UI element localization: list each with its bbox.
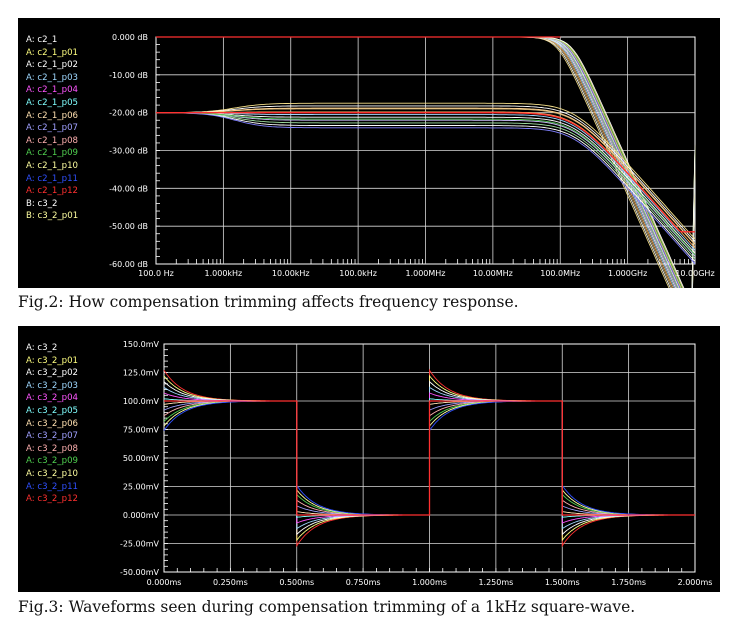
legend-item: A: c2_1_p07	[26, 123, 78, 134]
legend-item: A: c2_1_p02	[26, 60, 78, 71]
plateau-trace	[156, 108, 696, 246]
legend-item: B: c3_2	[26, 198, 58, 209]
x-tick-label: 0.000ms	[147, 578, 182, 587]
legend-item: A: c2_1_p11	[26, 173, 78, 184]
legend-item: A: c2_1_p12	[26, 186, 78, 197]
legend-item: A: c2_1_p03	[26, 72, 78, 83]
plateau-trace	[156, 105, 696, 243]
plateau-trace	[156, 112, 696, 251]
plateau-trace	[156, 107, 696, 245]
x-tick-label: 1.000ms	[412, 578, 447, 587]
ideal-square-wave	[164, 400, 695, 516]
legend-item: A: c3_2_p04	[26, 393, 78, 404]
x-tick-label: 1.000kHz	[205, 269, 243, 278]
x-tick-label: 100.0MHz	[540, 269, 580, 278]
y-tick-label: 150.0mV	[123, 340, 160, 349]
legend-item: A: c3_2	[26, 343, 58, 353]
legend-item: A: c3_2_p05	[26, 405, 78, 416]
x-tick-label: 10.00kHz	[272, 269, 310, 278]
plateau-trace	[156, 112, 696, 265]
y-tick-label: -20.00 dB	[109, 109, 148, 118]
plateau-trace	[156, 112, 696, 254]
reference-trace	[156, 112, 695, 233]
x-tick-label: 1.000GHz	[608, 269, 647, 278]
legend-item: A: c2_1_p10	[26, 160, 78, 171]
figure-caption: Fig.2: How compensation trimming affects…	[18, 293, 519, 311]
x-tick-label: 10.00GHz	[675, 269, 714, 278]
x-tick-label: 1.000MHz	[405, 269, 445, 278]
legend-item: A: c3_2_p03	[26, 380, 78, 391]
legend-item: A: c3_2_p12	[26, 494, 78, 505]
frequency-response-chart: A: c2_1 A: c2_1_p01 A: c2_1_p02 A: c2_1_p03…	[18, 18, 720, 288]
legend-item: A: c2_1_p04	[26, 85, 78, 96]
y-tick-label: -50.00mV	[120, 568, 160, 577]
legend-item: A: c3_2_p02	[26, 368, 78, 379]
legend-item: A: c2_1_p01	[26, 47, 78, 58]
x-tick-label: 1.250ms	[478, 578, 513, 587]
y-tick-label: -10.00 dB	[109, 71, 148, 80]
legend-item: A: c3_2_p08	[26, 443, 78, 454]
legend-item: A: c3_2_p06	[26, 418, 78, 429]
legend-item: A: c3_2_p11	[26, 481, 78, 492]
plateau-trace	[156, 102, 696, 240]
plateau-trace	[156, 112, 696, 257]
y-tick-label: 125.0mV	[123, 369, 160, 378]
plateau-trace	[156, 112, 696, 256]
y-tick-label: 50.00mV	[123, 454, 160, 463]
y-tick-label: 0.000mV	[123, 511, 160, 520]
y-tick-label: 0.000 dB	[112, 33, 148, 42]
legend-item: A: c3_2_p09	[26, 456, 78, 467]
y-tick-label: 100.0mV	[123, 397, 160, 406]
y-tick-label: -25.00mV	[120, 540, 160, 549]
x-tick-label: 0.750ms	[346, 578, 381, 587]
y-tick-label: -60.00 dB	[109, 260, 148, 269]
x-tick-label: 1.500ms	[545, 578, 580, 587]
legend-item: A: c2_1_p08	[26, 135, 78, 146]
y-tick-label: 75.00mV	[123, 426, 160, 435]
waveform-plot: 150.0mV 125.0mV 100.0mV 75.00mV 50.00mV 25.00…	[120, 340, 713, 587]
chart-legend: A: c3_2 A: c3_2_p01 A: c3_2_p02 A: c3_2_p03…	[26, 342, 78, 506]
legend-item: A: c2_1_p09	[26, 148, 78, 159]
legend-item: A: c2_1_p06	[26, 110, 78, 121]
figure-caption: Fig.3: Waveforms seen during compensatio…	[18, 598, 636, 616]
frequency-response-plot: 0.000 dB -10.00 dB -20.00 dB -30.00 dB -40.0…	[109, 33, 715, 288]
legend-item: A: c3_2_p01	[26, 355, 78, 366]
x-tick-label: 10.00MHz	[473, 269, 513, 278]
x-tick-label: 2.000ms	[678, 578, 713, 587]
chart-legend: A: c2_1 A: c2_1_p01 A: c2_1_p02 A: c2_1_p03…	[26, 34, 78, 223]
x-tick-label: 1.750ms	[611, 578, 646, 587]
y-tick-label: 25.00mV	[123, 483, 160, 492]
plateau-trace	[156, 112, 696, 262]
legend-item: A: c3_2_p07	[26, 431, 78, 442]
legend-item: B: c3_2_p01	[26, 211, 79, 222]
x-tick-label: 100.0 Hz	[138, 269, 174, 278]
waveform-chart: A: c3_2 A: c3_2_p01 A: c3_2_p02 A: c3_2_p03…	[18, 326, 720, 592]
legend-item: A: c2_1	[26, 35, 58, 45]
legend-item: A: c2_1_p05	[26, 97, 78, 108]
y-tick-label: -50.00 dB	[109, 222, 148, 231]
x-tick-label: 0.500ms	[279, 578, 314, 587]
x-tick-label: 100.0kHz	[339, 269, 377, 278]
y-tick-label: -40.00 dB	[109, 184, 148, 193]
y-tick-label: -30.00 dB	[109, 147, 148, 156]
plateau-trace	[156, 112, 696, 260]
x-tick-label: 0.250ms	[213, 578, 248, 587]
legend-item: A: c3_2_p10	[26, 468, 78, 479]
